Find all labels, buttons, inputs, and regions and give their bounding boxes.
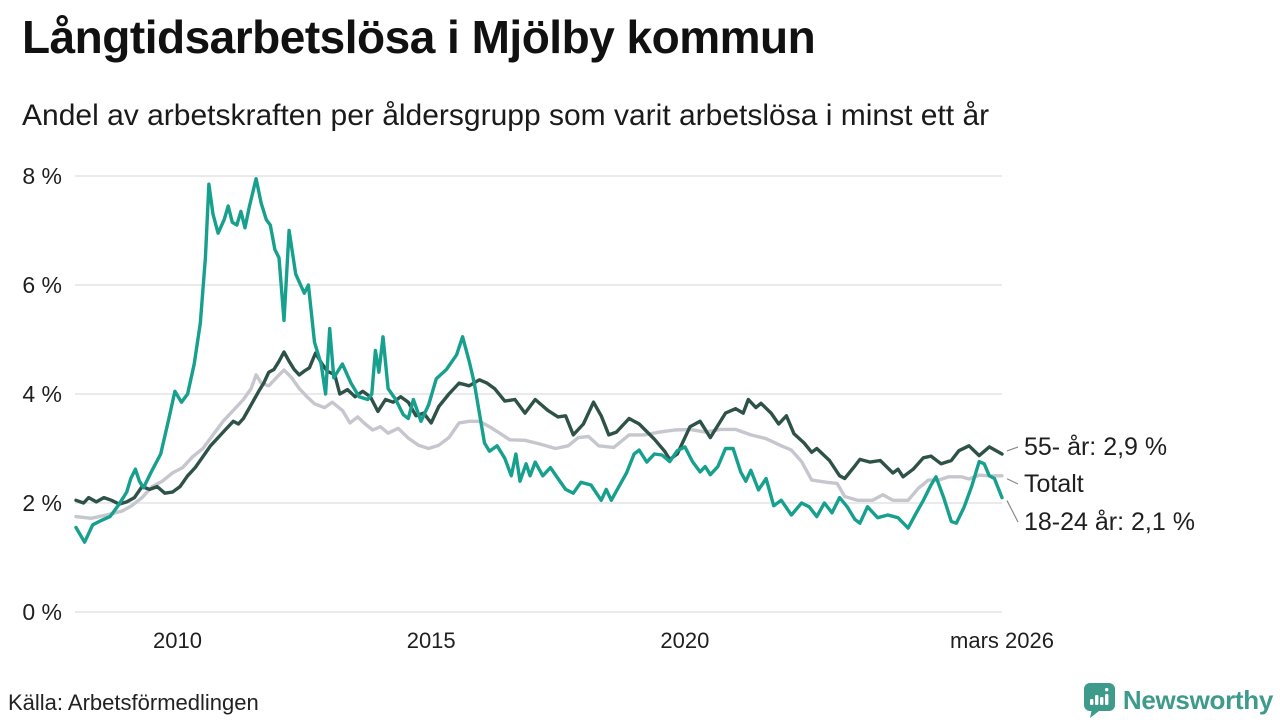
line-chart: 8 % 6 % 4 % 2 % 0 % 2010 2015 2020 mars 2026 55- … (22, 163, 1195, 653)
y-axis-tick-label: 8 % (22, 163, 62, 189)
y-axis-tick-label: 2 % (22, 490, 62, 516)
newsworthy-logo-icon (1083, 683, 1115, 718)
y-axis-tick-label: 6 % (22, 272, 62, 298)
series-end-label-aldre: 55- år: 2,9 % (1024, 433, 1167, 461)
series-line-unga (74, 177, 1004, 544)
series-line-aldre (74, 350, 1004, 506)
y-axis-tick-label: 0 % (22, 599, 62, 625)
series-end-label-totalt: Totalt (1024, 470, 1084, 498)
page-subtitle: Andel av arbetskraften per åldersgrupp s… (22, 99, 990, 132)
newsworthy-logo: Newsworthy (1083, 682, 1273, 718)
label-connector-line (1006, 446, 1019, 452)
x-axis-tick-label: mars 2026 (950, 628, 1054, 653)
label-connector-line (1006, 478, 1019, 485)
series-end-label-unga: 18-24 år: 2,1 % (1024, 508, 1195, 536)
source-note: Källa: Arbetsförmedlingen (8, 690, 259, 715)
series-line-totalt (74, 368, 1004, 520)
y-axis-tick-label: 4 % (22, 381, 62, 407)
x-axis-tick-label: 2015 (407, 628, 456, 653)
x-axis-tick-label: 2010 (153, 628, 202, 653)
label-connector-line (1006, 500, 1019, 523)
page-title: Långtidsarbetslösa i Mjölby kommun (22, 11, 816, 63)
newsworthy-wordmark: Newsworthy (1122, 684, 1273, 715)
x-axis-tick-label: 2020 (660, 628, 709, 653)
